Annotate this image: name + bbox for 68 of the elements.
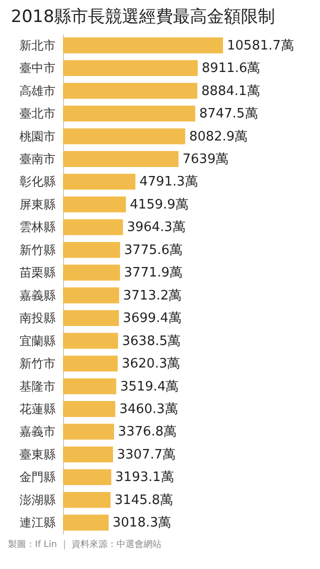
bar	[63, 242, 120, 258]
y-tick-label: 基隆市	[20, 379, 56, 394]
data-label: 4791.3萬	[139, 174, 198, 190]
y-tick-label: 嘉義市	[20, 424, 56, 439]
bar	[63, 356, 118, 372]
bar	[63, 378, 116, 394]
data-label: 3376.8萬	[118, 424, 177, 440]
bar	[63, 264, 120, 281]
y-tick-label: 新北市	[20, 38, 56, 52]
text: 製圖：If Lin ｜ 資料來源：中選會網站	[8, 539, 162, 550]
bar	[63, 219, 123, 236]
y-tick-label: 臺東縣	[20, 447, 56, 462]
bar	[63, 60, 198, 76]
y-tick-label: 雲林縣	[20, 220, 56, 234]
y-tick-label: 臺南市	[20, 152, 56, 166]
y-tick-label: 南投縣	[20, 311, 56, 326]
data-label: 3638.5萬	[122, 334, 181, 349]
y-tick-label: 屏東縣	[20, 197, 56, 212]
bar	[63, 514, 109, 531]
bar	[63, 310, 119, 326]
data-label: 3620.3萬	[122, 356, 180, 372]
data-label: 8747.5萬	[199, 106, 258, 122]
bar	[63, 37, 223, 54]
data-label: 3460.3萬	[119, 402, 178, 417]
y-tick-label: 彰化縣	[20, 174, 56, 189]
y-tick-label: 桃園市	[20, 129, 56, 144]
data-label: 8884.1萬	[201, 84, 260, 99]
data-label: 7639萬	[182, 152, 229, 167]
bar	[63, 469, 112, 486]
data-label: 4159.9萬	[130, 197, 188, 212]
y-tick-label: 臺北市	[20, 106, 56, 121]
y-tick-label: 花蓮縣	[20, 402, 56, 416]
y-tick-label: 新竹縣	[20, 242, 56, 257]
bar	[63, 151, 179, 167]
bar	[63, 446, 114, 462]
data-label: 3699.4萬	[122, 311, 182, 326]
data-label: 8911.6萬	[202, 61, 260, 76]
data-label: 3193.1萬	[115, 470, 174, 486]
bar	[63, 82, 198, 99]
data-label: 3145.8萬	[114, 492, 174, 508]
data-label: 3307.7萬	[117, 447, 176, 462]
y-tick-label: 金門縣	[20, 470, 56, 484]
bar	[63, 128, 186, 144]
y-tick-label: 宜蘭縣	[20, 334, 56, 348]
data-label: 8082.9萬	[189, 129, 248, 144]
y-tick-label: 連江縣	[20, 516, 56, 530]
y-tick-label: 嘉義縣	[20, 288, 56, 302]
bar	[63, 106, 196, 122]
data-label: 3713.2萬	[123, 288, 182, 304]
data-label: 3519.4萬	[120, 379, 179, 394]
data-label: 10581.7萬	[227, 38, 294, 54]
chart-title: 2018縣市長競選經費最高金額限制	[10, 7, 276, 27]
bar	[63, 492, 111, 508]
y-tick-label: 新竹市	[20, 356, 56, 371]
bar	[63, 332, 118, 349]
bar	[63, 174, 136, 190]
y-tick-label: 高雄市	[20, 84, 56, 98]
y-tick-label: 苗栗縣	[20, 266, 56, 280]
bar	[63, 424, 114, 440]
data-label: 3775.6萬	[124, 242, 183, 258]
bar	[63, 401, 116, 417]
y-tick-label: 澎湖縣	[20, 492, 56, 507]
bar	[63, 196, 126, 212]
y-tick-label: 臺中市	[20, 61, 56, 76]
data-label: 3771.9萬	[124, 266, 183, 281]
data-label: 3964.3萬	[126, 220, 186, 236]
bar	[63, 287, 120, 304]
data-label: 3018.3萬	[112, 516, 172, 531]
